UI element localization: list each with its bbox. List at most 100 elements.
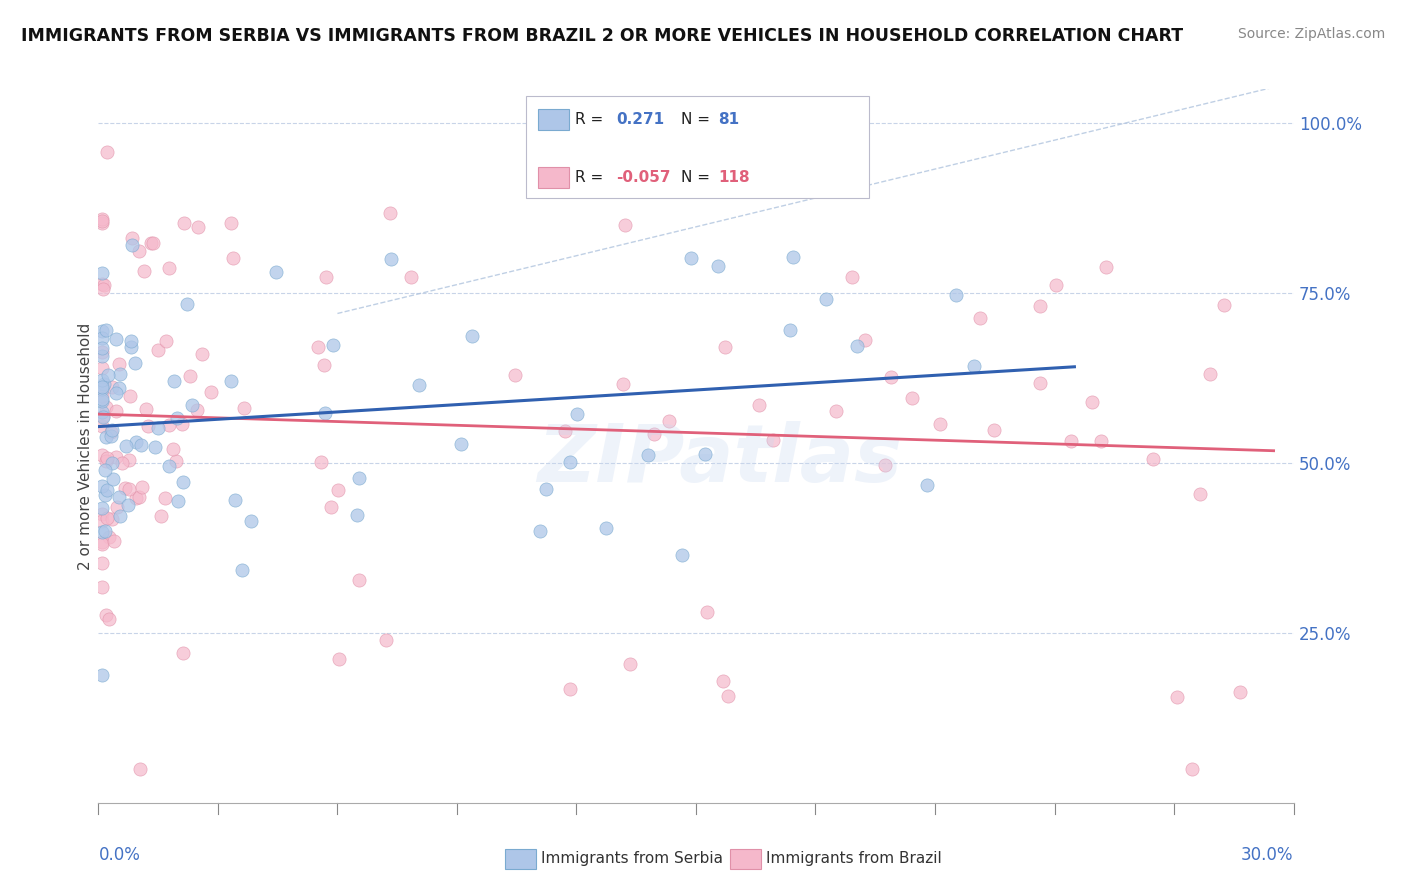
Text: Source: ZipAtlas.com: Source: ZipAtlas.com xyxy=(1237,27,1385,41)
Point xyxy=(408,377,430,392)
Text: 30.0%: 30.0% xyxy=(1241,846,1294,863)
Point xyxy=(128,762,150,776)
Point xyxy=(103,533,125,548)
Point xyxy=(186,402,208,417)
Point xyxy=(114,439,136,453)
Point xyxy=(696,606,718,620)
Point xyxy=(91,409,114,424)
Point xyxy=(319,500,342,515)
Point xyxy=(873,458,896,472)
Point xyxy=(782,250,804,264)
Point xyxy=(101,472,124,486)
Point xyxy=(129,438,152,452)
Point xyxy=(380,206,402,220)
Point xyxy=(595,521,617,535)
Point xyxy=(101,511,124,525)
Point xyxy=(155,334,177,349)
Point xyxy=(117,498,139,512)
Point xyxy=(187,220,209,235)
Point xyxy=(153,491,176,505)
Point xyxy=(450,436,472,450)
Point xyxy=(101,456,124,470)
Text: -0.057: -0.057 xyxy=(616,170,671,185)
Point xyxy=(322,338,344,352)
Point xyxy=(612,377,634,392)
Point xyxy=(91,392,114,406)
Point xyxy=(120,389,142,403)
Point xyxy=(94,323,117,337)
Point xyxy=(326,483,349,498)
Point xyxy=(96,145,118,159)
Point xyxy=(307,340,329,354)
Point xyxy=(1181,762,1204,776)
Point xyxy=(1060,434,1083,449)
Point xyxy=(558,455,581,469)
Point xyxy=(399,269,422,284)
Point xyxy=(108,367,131,381)
Point xyxy=(693,447,716,461)
Point xyxy=(131,480,153,494)
Point xyxy=(94,454,117,468)
Point xyxy=(91,216,114,230)
Point xyxy=(91,508,114,522)
Point xyxy=(779,323,801,337)
Point xyxy=(825,404,848,418)
Point xyxy=(105,500,128,515)
Text: Immigrants from Serbia: Immigrants from Serbia xyxy=(541,852,723,866)
Point xyxy=(135,402,157,417)
Point xyxy=(915,478,938,492)
Point xyxy=(91,341,114,355)
Point xyxy=(554,424,576,438)
Point xyxy=(118,453,141,467)
Point xyxy=(93,281,115,295)
Point xyxy=(613,219,636,233)
Point xyxy=(969,311,991,326)
Point xyxy=(96,451,118,466)
Point xyxy=(143,440,166,454)
Point xyxy=(748,398,770,412)
Point xyxy=(546,116,568,130)
Text: IMMIGRANTS FROM SERBIA VS IMMIGRANTS FROM BRAZIL 2 OR MORE VEHICLES IN HOUSEHOLD: IMMIGRANTS FROM SERBIA VS IMMIGRANTS FRO… xyxy=(21,27,1184,45)
Point xyxy=(107,491,129,505)
Point xyxy=(91,394,114,409)
Point xyxy=(166,411,188,425)
Point xyxy=(190,347,212,361)
Point xyxy=(928,417,950,431)
Point xyxy=(240,514,263,528)
Point xyxy=(91,514,114,528)
Point xyxy=(346,508,368,522)
Point xyxy=(91,349,114,363)
Text: N =: N = xyxy=(681,170,710,185)
Point xyxy=(139,235,162,250)
Point xyxy=(679,251,702,265)
Point xyxy=(762,433,785,447)
Text: 118: 118 xyxy=(718,170,749,185)
Point xyxy=(349,573,371,587)
Point xyxy=(1090,434,1112,449)
Point xyxy=(1213,298,1236,312)
Text: ZIPatlas: ZIPatlas xyxy=(537,421,903,500)
Point xyxy=(94,488,117,502)
Point xyxy=(815,292,838,306)
Point xyxy=(853,333,876,347)
Point xyxy=(91,418,114,433)
Y-axis label: 2 or more Vehicles in Household: 2 or more Vehicles in Household xyxy=(77,322,93,570)
Point xyxy=(120,334,142,348)
Point xyxy=(233,401,256,415)
Point xyxy=(91,556,114,570)
Point xyxy=(101,424,124,438)
Point xyxy=(157,260,180,275)
Point xyxy=(108,381,131,395)
Point xyxy=(349,471,371,485)
Point xyxy=(94,524,117,538)
Point xyxy=(309,455,332,469)
Point xyxy=(104,386,127,401)
Point xyxy=(1199,367,1222,381)
Text: 0.0%: 0.0% xyxy=(98,846,141,863)
Point xyxy=(91,382,114,396)
Point xyxy=(717,689,740,703)
Point xyxy=(136,419,159,434)
Point xyxy=(94,607,117,622)
Point xyxy=(91,525,114,540)
Point xyxy=(91,379,114,393)
